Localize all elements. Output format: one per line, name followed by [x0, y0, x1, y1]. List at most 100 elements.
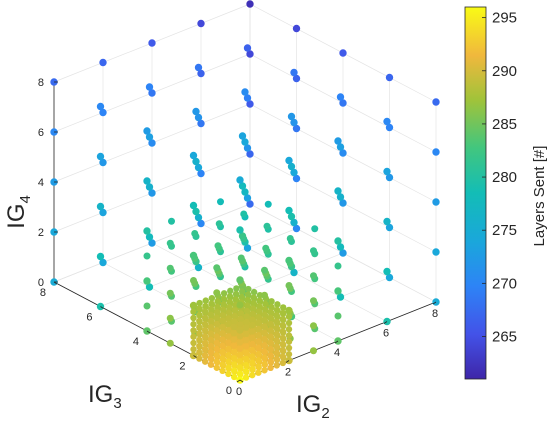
- data-point: [220, 295, 228, 303]
- data-point: [262, 244, 270, 252]
- data-point: [201, 320, 209, 328]
- data-point: [190, 333, 197, 340]
- y-tick-label: 2: [179, 361, 185, 373]
- data-point: [143, 277, 151, 285]
- data-point: [236, 226, 244, 234]
- data-point: [220, 301, 227, 308]
- data-point: [230, 373, 238, 381]
- data-point: [201, 358, 209, 365]
- x-axis-label: IG2: [296, 391, 330, 422]
- data-point: [279, 340, 287, 348]
- data-point: [230, 348, 238, 356]
- data-point: [261, 354, 268, 361]
- data-point: [263, 222, 271, 230]
- data-point: [244, 291, 252, 298]
- data-point: [190, 339, 197, 347]
- data-point: [237, 321, 244, 328]
- data-point: [268, 298, 275, 305]
- data-point: [148, 189, 156, 197]
- data-point: [217, 198, 224, 206]
- data-point: [273, 362, 280, 369]
- data-point: [99, 258, 107, 267]
- data-point: [148, 139, 156, 147]
- data-point: [292, 124, 301, 133]
- data-point: [207, 311, 215, 318]
- data-point: [250, 294, 258, 301]
- data-point: [261, 348, 268, 355]
- data-point: [255, 338, 262, 345]
- data-point: [213, 352, 220, 359]
- data-point: [231, 318, 238, 325]
- data-point: [236, 370, 244, 377]
- data-point: [268, 303, 275, 311]
- data-point: [279, 334, 287, 342]
- data-point: [246, 100, 254, 108]
- data-point: [267, 320, 274, 328]
- data-point: [236, 345, 244, 352]
- data-point: [385, 273, 394, 282]
- data-point: [243, 313, 250, 320]
- data-point: [339, 149, 347, 157]
- data-point: [255, 319, 262, 326]
- x-tick-mark: [236, 379, 241, 383]
- data-point: [236, 176, 244, 184]
- data-point: [213, 320, 220, 328]
- data-point: [261, 329, 268, 336]
- data-point: [189, 201, 198, 210]
- data-point: [290, 68, 298, 77]
- data-point: [261, 306, 269, 313]
- data-point: [143, 227, 151, 235]
- y-tick-mark: [239, 379, 244, 383]
- data-point: [339, 249, 347, 257]
- data-point: [207, 342, 215, 350]
- data-point: [214, 298, 221, 305]
- data-point: [243, 307, 251, 315]
- data-point: [143, 302, 151, 310]
- data-point: [310, 322, 317, 330]
- data-point: [225, 351, 232, 359]
- data-point: [207, 330, 215, 337]
- data-point: [339, 199, 347, 207]
- data-point: [241, 138, 249, 146]
- data-point: [261, 335, 268, 343]
- data-point: [245, 285, 252, 293]
- data-point: [243, 318, 250, 326]
- data-point: [145, 133, 154, 141]
- x-tick-mark: [334, 340, 339, 344]
- data-point: [194, 113, 203, 122]
- data-point: [249, 310, 257, 318]
- data-point: [201, 327, 209, 334]
- data-point: [213, 358, 220, 365]
- data-point: [194, 213, 203, 222]
- data-point: [267, 364, 274, 372]
- data-point: [242, 324, 250, 331]
- y-tick-mark: [193, 355, 197, 358]
- data-point: [96, 152, 105, 161]
- data-point: [246, 0, 254, 8]
- colorbar-tick-label: 270: [492, 275, 517, 292]
- data-point: [285, 332, 293, 339]
- data-point: [243, 44, 252, 52]
- data-point: [197, 219, 205, 228]
- data-point: [230, 354, 238, 362]
- data-point: [274, 301, 281, 308]
- data-point: [196, 317, 203, 325]
- data-point: [197, 169, 205, 178]
- data-point: [230, 329, 238, 337]
- data-point: [336, 243, 345, 251]
- data-point: [230, 336, 238, 343]
- data-point: [145, 83, 154, 91]
- data-point: [225, 309, 233, 317]
- data-point: [166, 339, 174, 347]
- data-point: [287, 162, 296, 171]
- data-point: [279, 347, 287, 354]
- data-point: [336, 193, 345, 201]
- data-point: [166, 289, 174, 297]
- data-point: [236, 351, 244, 359]
- data-point: [99, 208, 107, 217]
- data-point: [249, 353, 256, 360]
- data-point: [334, 262, 342, 270]
- data-point: [243, 244, 252, 252]
- data-point: [166, 314, 174, 322]
